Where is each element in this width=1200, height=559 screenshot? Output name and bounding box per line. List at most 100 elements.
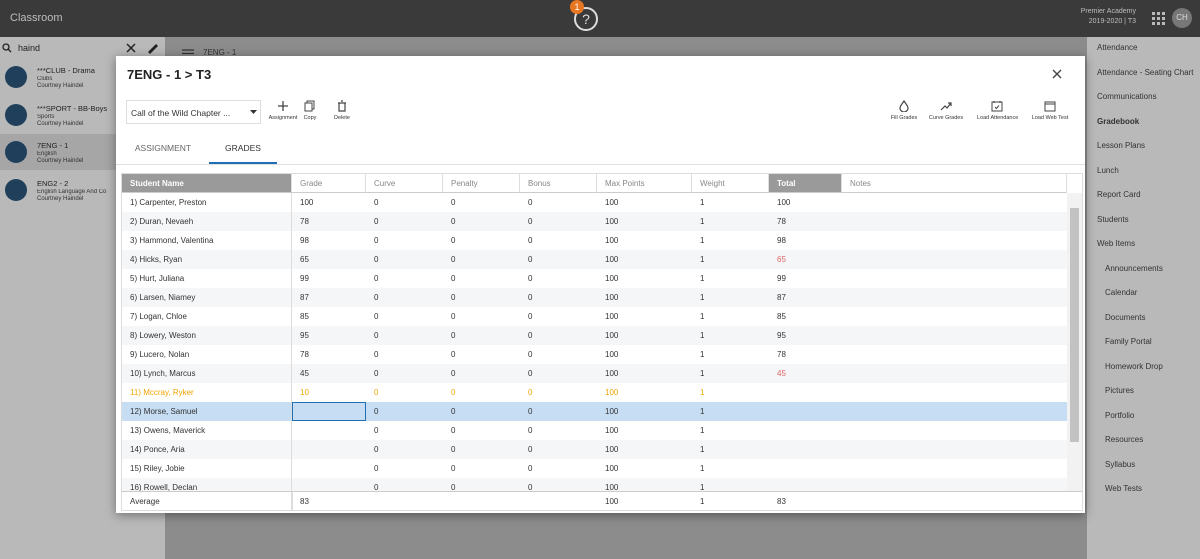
menu-subitem[interactable]: Resources: [1105, 435, 1144, 444]
table-cell: 0: [451, 255, 456, 264]
menu-item[interactable]: Attendance - Seating Chart: [1097, 67, 1194, 77]
close-button[interactable]: [1052, 69, 1062, 79]
column-header[interactable]: Student Name: [122, 174, 292, 193]
table-cell[interactable]: 78: [300, 350, 309, 359]
table-cell[interactable]: 95: [300, 331, 309, 340]
menu-subitem[interactable]: Announcements: [1105, 263, 1163, 273]
class-icon: [5, 66, 27, 88]
table-row[interactable]: [122, 459, 1067, 478]
table-row[interactable]: [122, 269, 1067, 288]
class-item[interactable]: ENG2 - 2 English Language And Co Courtney …: [0, 172, 165, 208]
table-row[interactable]: [122, 383, 1067, 402]
avatar[interactable]: CH: [1172, 8, 1192, 28]
search-actions[interactable]: [126, 43, 162, 54]
menu-item[interactable]: Lunch: [1097, 165, 1119, 175]
table-row[interactable]: [122, 193, 1067, 212]
table-cell: 100: [605, 293, 619, 302]
table-cell: 100: [605, 331, 619, 340]
menu-subitem[interactable]: Family Portal: [1105, 337, 1152, 346]
tab[interactable]: ASSIGNMENT: [134, 143, 192, 153]
menu-item[interactable]: Web Items: [1097, 239, 1136, 248]
table-row[interactable]: [122, 478, 1067, 491]
menu-item[interactable]: Gradebook: [1097, 116, 1140, 126]
table-cell[interactable]: 45: [300, 369, 309, 378]
tool-button[interactable]: Assignment: [263, 100, 303, 124]
table-cell[interactable]: 98: [300, 236, 309, 245]
menu-subitem[interactable]: Pictures: [1105, 386, 1134, 395]
table-cell[interactable]: [292, 459, 366, 478]
table-row[interactable]: [122, 402, 1067, 421]
table-row[interactable]: [122, 212, 1067, 231]
menu-subitem[interactable]: Syllabus: [1105, 459, 1136, 469]
column-header[interactable]: Penalty: [443, 174, 520, 193]
table-cell[interactable]: [292, 421, 366, 440]
table-cell: 0: [451, 350, 456, 359]
class-item[interactable]: ***CLUB - Drama Clubs Courtney Haindel: [0, 59, 165, 95]
column-header[interactable]: Notes: [842, 174, 1067, 193]
table-cell[interactable]: 99: [300, 274, 309, 283]
table-cell: 1: [700, 293, 705, 302]
table-row[interactable]: [122, 307, 1067, 326]
table-row[interactable]: [122, 345, 1067, 364]
table-row[interactable]: [122, 231, 1067, 250]
table-row[interactable]: [122, 250, 1067, 269]
column-header[interactable]: Curve: [366, 174, 443, 193]
table-cell[interactable]: 85: [300, 312, 309, 321]
table-cell: 0: [528, 388, 533, 397]
tool-button[interactable]: Delete: [322, 100, 362, 124]
table-cell[interactable]: 87: [300, 293, 309, 302]
table-cell: 11) Mccray, Ryker: [122, 383, 292, 402]
table-cell: 98: [777, 236, 786, 245]
table-cell[interactable]: [292, 478, 366, 491]
table-cell: 8) Lowery, Weston: [122, 326, 292, 345]
menu-item[interactable]: Report Card: [1097, 190, 1141, 199]
help-icon[interactable]: ?: [566, 0, 606, 36]
table-row[interactable]: [122, 288, 1067, 307]
table-cell[interactable]: [292, 402, 366, 421]
tab[interactable]: GRADES: [225, 143, 261, 153]
tool-label: Load Web Test: [1031, 115, 1069, 121]
table-body: 1) Carpenter, Preston 100 0 0 0 100 1 100 2) Dur…: [122, 193, 1082, 491]
table-cell: 0: [528, 350, 533, 359]
column-header[interactable]: Weight: [692, 174, 769, 193]
table-row[interactable]: [122, 326, 1067, 345]
table-cell[interactable]: 78: [300, 217, 309, 226]
table-cell: 100: [605, 312, 619, 321]
table-row[interactable]: [122, 440, 1067, 459]
term: 2019-2020 | T3: [1088, 18, 1136, 25]
tool-button[interactable]: Copy: [290, 100, 330, 124]
menu-subitem[interactable]: Calendar: [1105, 288, 1138, 297]
table-cell: 13) Owens, Maverick: [122, 421, 292, 440]
menu-subitem[interactable]: Web Tests: [1105, 484, 1143, 493]
menu-subitem[interactable]: Portfolio: [1105, 410, 1135, 420]
scrollbar-thumb[interactable]: [1070, 208, 1079, 442]
search-input[interactable]: haind: [18, 43, 41, 53]
table-cell: 16) Rowell, Declan: [122, 478, 292, 491]
menu-item[interactable]: Communications: [1097, 92, 1157, 101]
tool-button[interactable]: Load Attendance: [977, 100, 1018, 124]
tool-button[interactable]: Fill Grades: [884, 100, 924, 124]
class-name: 7ENG - 1: [37, 141, 69, 150]
menu-subitem[interactable]: Documents: [1105, 312, 1146, 322]
footer-cell: 1: [700, 497, 705, 506]
table-cell[interactable]: 10: [300, 388, 309, 397]
column-header[interactable]: Total: [769, 174, 842, 193]
tool-button[interactable]: Load Web Test: [1030, 100, 1070, 124]
table-cell[interactable]: [292, 440, 366, 459]
column-header[interactable]: Bonus: [520, 174, 597, 193]
apps-icon[interactable]: [1152, 12, 1165, 25]
class-item[interactable]: ***SPORT - BB-Boys Sports Courtney Haindel: [0, 97, 165, 133]
menu-subitem[interactable]: Homework Drop: [1105, 361, 1163, 371]
table-row[interactable]: [122, 421, 1067, 440]
menu-item[interactable]: Lesson Plans: [1097, 141, 1146, 150]
assignment-select[interactable]: Call of the Wild Chapter ...: [126, 100, 261, 124]
menu-item[interactable]: Students: [1097, 214, 1129, 224]
table-cell: 0: [528, 464, 533, 473]
tool-button[interactable]: Curve Grades: [926, 100, 966, 124]
column-header[interactable]: Grade: [292, 174, 366, 193]
table-cell[interactable]: 65: [300, 255, 309, 264]
menu-item[interactable]: Attendance: [1097, 43, 1138, 52]
table-row[interactable]: [122, 364, 1067, 383]
column-header[interactable]: Max Points: [597, 174, 692, 193]
table-cell[interactable]: 100: [300, 198, 314, 207]
